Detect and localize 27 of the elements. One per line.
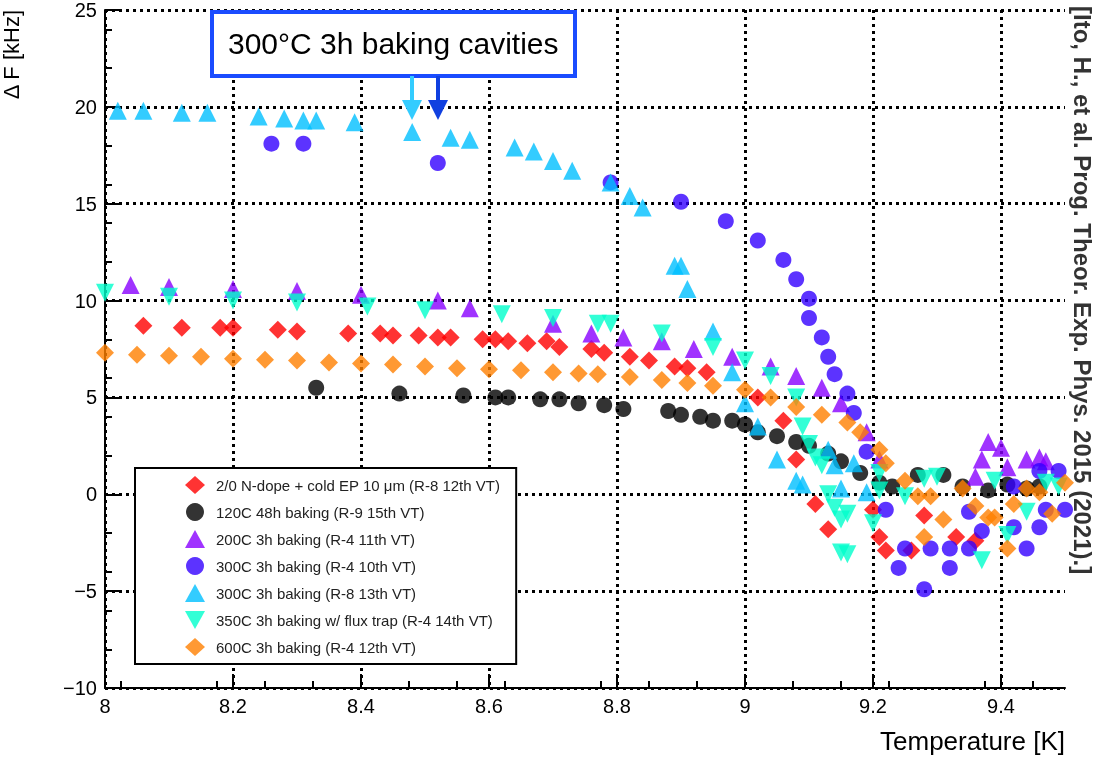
legend-label: 120C 48h baking (R-9 15th VT)	[216, 503, 425, 521]
legend-label: 200C 3h baking (R-4 11th VT)	[216, 530, 415, 548]
legend-label: 2/0 N-dope + cold EP 10 μm (R-8 12th VT)	[216, 476, 500, 494]
y-tick-label: 20	[74, 95, 97, 118]
x-tick-label: 9	[739, 695, 751, 717]
legend-label: 350C 3h baking w/ flux trap (R-4 14th VT)	[216, 611, 493, 629]
legend-label: 600C 3h baking (R-4 12th VT)	[216, 638, 417, 656]
legend-label: 300C 3h baking (R-8 13th VT)	[216, 584, 417, 602]
y-tick-label: 5	[85, 386, 97, 409]
x-tick-label: 8	[99, 695, 111, 717]
x-tick-label: 8.8	[603, 695, 631, 717]
y-axis-title: Δ F [kHz]	[0, 10, 24, 100]
y-tick-label: −10	[63, 677, 97, 699]
y-tick-label: 10	[74, 289, 97, 312]
y-tick-label: 0	[85, 483, 97, 506]
annotation: 300°C 3h baking cavities	[210, 10, 577, 78]
x-tick-label: 9.4	[987, 695, 1015, 717]
y-tick-label: 25	[74, 0, 97, 21]
x-tick-label: 8.2	[219, 695, 247, 717]
x-tick-label: 9.2	[859, 695, 887, 717]
text: [Ito, H., et al. Prog. Theor. Exp. Phys. 2015 (2021).]	[1068, 6, 1096, 575]
x-axis-title: Temperature [K]	[880, 726, 1066, 756]
legend-label: 300C 3h baking (R-4 10th VT)	[216, 557, 417, 575]
y-tick-label: −5	[74, 580, 97, 603]
x-tick-label: 8.6	[475, 695, 503, 717]
x-tick-label: 8.4	[347, 695, 375, 717]
y-tick-label: 15	[74, 192, 97, 215]
